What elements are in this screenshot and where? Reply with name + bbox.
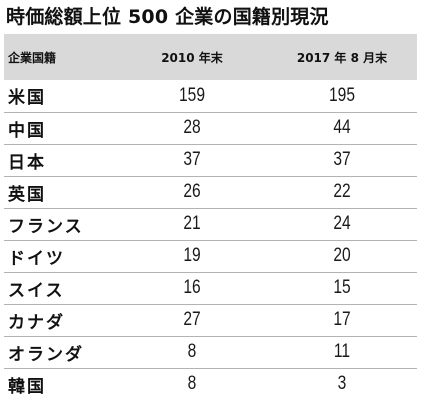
value-2017-cell: 11 bbox=[333, 341, 351, 362]
value-2017-cell: 3 bbox=[337, 373, 347, 395]
table-row: 中国 28 44 bbox=[4, 112, 417, 144]
country-cell: 日本 bbox=[8, 152, 46, 173]
value-2010-cell: 159 bbox=[178, 84, 205, 106]
header-2017: 2017 年 8 月末 bbox=[296, 50, 388, 65]
country-cell: カナダ bbox=[8, 312, 65, 333]
table-row: 英国 26 22 bbox=[4, 176, 417, 208]
value-2010-cell: 8 bbox=[187, 341, 197, 362]
header-2010: 2010 年末 bbox=[161, 50, 223, 65]
table-row: ドイツ 19 20 bbox=[4, 240, 417, 272]
table-row: カナダ 27 17 bbox=[4, 304, 417, 336]
value-2010-cell: 8 bbox=[187, 373, 197, 395]
country-cell: ドイツ bbox=[8, 248, 65, 269]
country-cell: オランダ bbox=[8, 344, 84, 365]
table-row: 米国 159 195 bbox=[4, 80, 417, 112]
table-header: 企業国籍 2010 年末 2017 年 8 月末 bbox=[4, 34, 417, 80]
table-body: 米国 159 195 中国 28 44 日本 37 37 英国 26 22 フラ… bbox=[4, 80, 417, 400]
value-2010-cell: 16 bbox=[183, 277, 201, 298]
table-row: 日本 37 37 bbox=[4, 144, 417, 176]
value-2017-cell: 44 bbox=[333, 117, 351, 138]
country-cell: フランス bbox=[8, 216, 84, 237]
value-2017-cell: 20 bbox=[333, 245, 351, 266]
value-2017-cell: 37 bbox=[333, 149, 351, 170]
value-2017-cell: 22 bbox=[333, 181, 351, 202]
country-cell: 中国 bbox=[8, 120, 46, 141]
table-row: フランス 21 24 bbox=[4, 208, 417, 240]
header-row: 企業国籍 2010 年末 2017 年 8 月末 bbox=[4, 34, 417, 80]
table-row: スイス 16 15 bbox=[4, 272, 417, 304]
country-cell: 英国 bbox=[8, 184, 46, 205]
page-title: 時価総額上位 500 企業の国籍別現況 bbox=[6, 6, 329, 28]
country-cell: 韓国 bbox=[8, 376, 46, 397]
table-row: オランダ 8 11 bbox=[4, 336, 417, 368]
header-country: 企業国籍 bbox=[8, 50, 57, 65]
value-2017-cell: 24 bbox=[333, 213, 351, 234]
value-2010-cell: 21 bbox=[183, 213, 201, 234]
value-2010-cell: 28 bbox=[183, 117, 201, 138]
value-2010-cell: 37 bbox=[183, 149, 201, 170]
table-row: 韓国 8 3 bbox=[4, 368, 417, 400]
value-2010-cell: 19 bbox=[183, 245, 201, 266]
value-2010-cell: 27 bbox=[183, 309, 201, 330]
value-2017-cell: 17 bbox=[333, 309, 351, 330]
value-2017-cell: 195 bbox=[328, 84, 355, 106]
country-cell: 米国 bbox=[8, 88, 46, 109]
country-cell: スイス bbox=[8, 280, 65, 301]
market-cap-nationality-table: 企業国籍 2010 年末 2017 年 8 月末 米国 159 195 中国 2… bbox=[4, 34, 417, 400]
value-2017-cell: 15 bbox=[333, 277, 351, 298]
value-2010-cell: 26 bbox=[183, 181, 201, 202]
